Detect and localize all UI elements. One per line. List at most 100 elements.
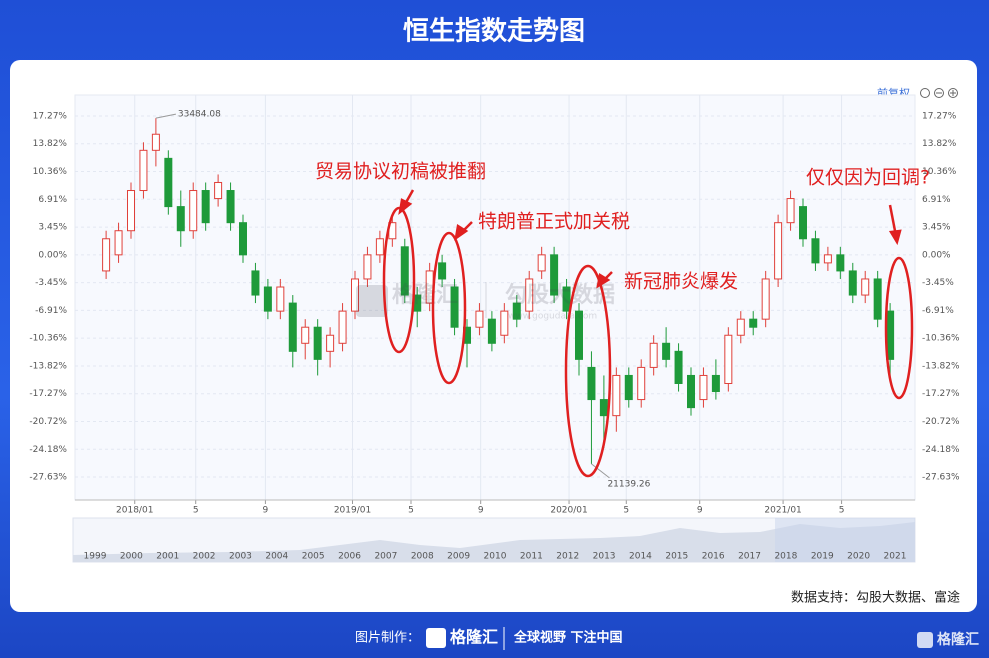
navigator-year: 2002 [193,552,216,562]
y2-tick-label: -20.72% [922,417,960,427]
navigator-year: 2014 [629,552,652,562]
candle-body [500,310,509,336]
candle-body [251,270,260,296]
trough-leader [591,463,610,479]
candle-body [649,342,658,368]
candle-body [736,318,745,336]
candle-body [550,254,559,296]
navigator-year: 2006 [338,552,361,562]
candle-body [699,374,708,401]
candle-body [239,222,247,256]
toolbar-icons [920,88,958,98]
candle-body [139,149,148,192]
candle-body [226,190,235,224]
x-tick-label: 9 [478,506,484,516]
y-tick-label: -17.27% [29,389,67,399]
navigator-year: 2012 [556,552,579,562]
candle-body [475,310,484,328]
candle-body [587,366,596,401]
candle-body [575,310,583,360]
logo-icon [426,628,446,648]
y2-tick-label: 3.45% [922,223,951,233]
y-tick-label: 10.36% [33,167,68,177]
candle-body [487,318,496,344]
made-by: 图片制作： [355,631,420,646]
navigator-year: 2015 [665,552,688,562]
navigator-year: 1999 [84,552,107,562]
peak-leader [155,113,176,119]
navigator-window [775,518,915,562]
y-tick-label: -27.63% [29,473,67,483]
y-tick-label: -10.36% [29,334,67,344]
candle-body [687,374,695,409]
x-tick-label: 5 [408,506,414,516]
navigator-year: 2016 [702,552,725,562]
navigator-year: 2001 [156,552,179,562]
navigator-year: 2005 [302,552,325,562]
y2-tick-label: -13.82% [922,361,960,371]
y2-tick-label: 6.91% [922,195,951,205]
annotation: 新冠肺炎爆发 [624,271,738,293]
navigator-year: 2009 [447,552,470,562]
x-tick-label: 5 [623,506,629,516]
navigator-year: 2017 [738,552,761,562]
navigator-year: 2013 [593,552,616,562]
navigator-year: 2007 [374,552,397,562]
x-tick-label: 5 [193,506,199,516]
plot-area [74,94,916,501]
candle-body [400,246,409,296]
candle-body [836,254,845,272]
candle-body [674,350,683,384]
candle-body [799,206,807,240]
x-tick-label: 5 [839,506,845,516]
footer-logo: 格隆汇 [450,628,498,647]
candle-body [338,310,347,344]
candle-body [288,302,297,352]
x-tick-label: 2020/01 [550,506,587,516]
candle-body [201,190,210,224]
watermark-brand: 格隆汇 [392,282,458,308]
slogan: 全球视野 下注中国 [513,630,623,646]
x-tick-label: 9 [263,506,269,516]
page-title: 恒生指数走势图 [403,17,585,47]
navigator-year: 2020 [847,552,870,562]
watermark-url: www.gogudata.com [508,312,597,322]
candle-body [164,157,173,208]
y2-tick-label: -17.27% [922,389,960,399]
y2-tick-label: -6.91% [922,306,954,316]
candle-body [102,238,111,272]
navigator-year: 2003 [229,552,252,562]
highlight-ellipses [382,206,914,478]
x-tick-label: 2019/01 [334,506,371,516]
navigator-year: 2008 [411,552,434,562]
navigator-year: 2010 [484,552,507,562]
candle-body [189,190,198,232]
candle-body [823,254,832,264]
y-tick-label: 6.91% [38,195,67,205]
candle-body [811,238,820,264]
x-tick-label: 9 [697,506,703,516]
candle-body [276,286,285,312]
annotation: 仅仅因为回调? [806,167,930,189]
candle-body [786,198,795,224]
peak-label: 33484.08 [178,110,221,120]
y2-tick-label: 10.36% [922,167,957,177]
candle-body [711,374,720,393]
annotation: 贸易协议初稿被推翻 [315,161,486,183]
candle-body [662,342,671,360]
candle-body [624,374,633,401]
y2-tick-label: -24.18% [922,445,960,455]
candle-body [301,326,310,344]
candle-body [438,262,447,280]
candle-body [450,286,459,328]
navigator-year: 2011 [520,552,543,562]
y2-tick-label: 17.27% [922,111,957,121]
y2-tick-label: -3.45% [922,278,954,288]
corner-logo-icon [917,632,933,648]
y-tick-label: 13.82% [33,139,68,149]
candle-body [114,230,123,256]
candle-body [637,366,646,401]
candle-body [525,278,534,312]
y-tick-label: -3.45% [35,278,67,288]
